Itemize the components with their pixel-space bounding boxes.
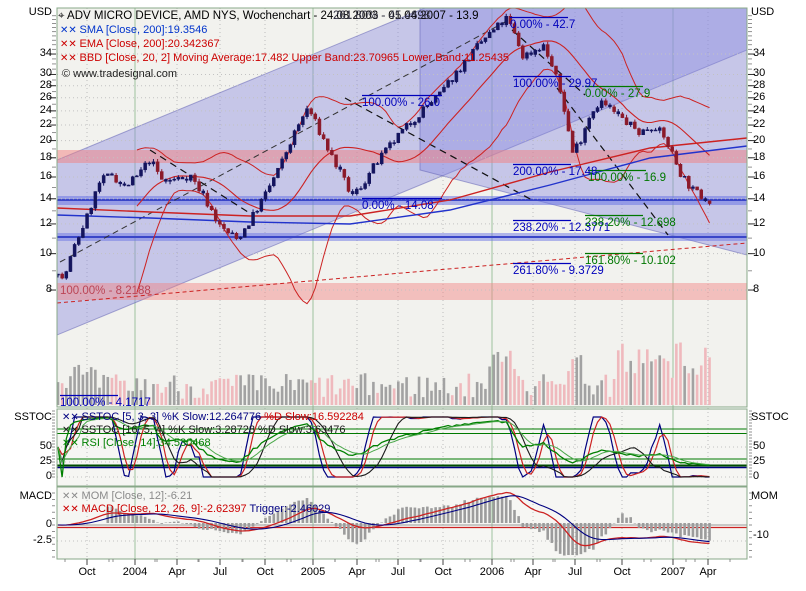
- chart-canvas: [49, 7, 755, 565]
- trading-chart-window: ⌖ ADV MICRO DEVICE, AMD NYS, Wochenchart…: [14, 6, 789, 578]
